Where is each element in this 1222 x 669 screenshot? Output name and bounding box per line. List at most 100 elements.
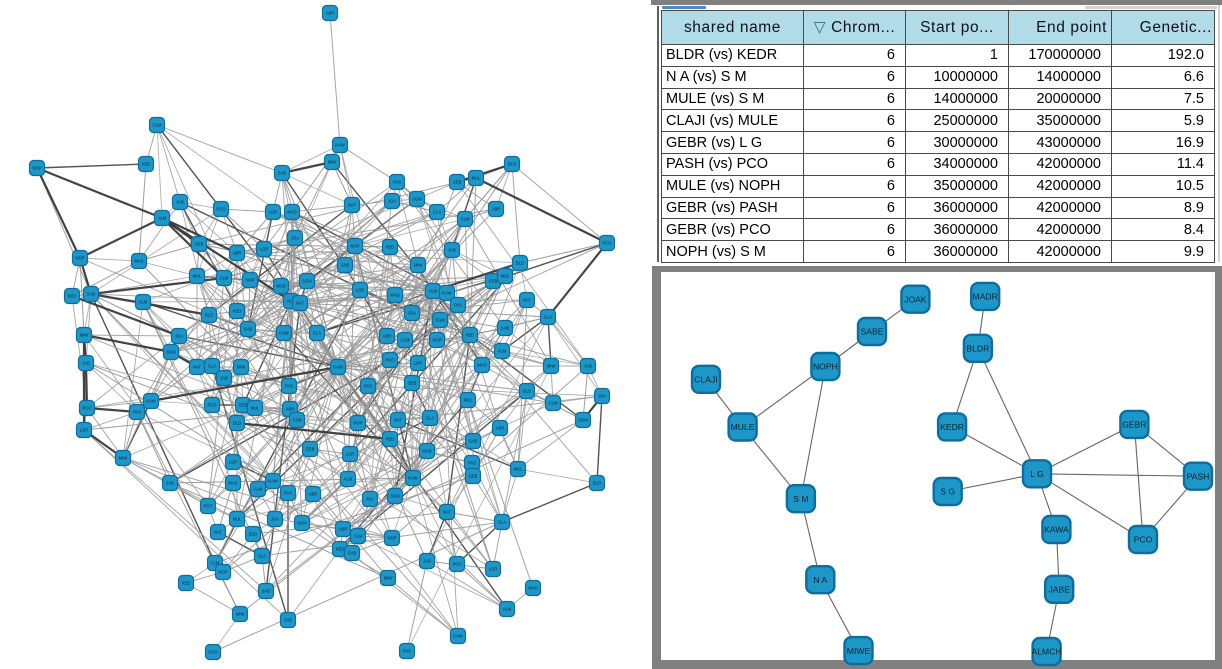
svg-text:JAB: JAB (423, 559, 431, 564)
svg-text:JAB: JAB (448, 248, 456, 253)
svg-text:SAB: SAB (87, 292, 96, 297)
svg-text:PASH: PASH (1187, 471, 1210, 481)
svg-text:BLD: BLD (249, 532, 257, 537)
svg-text:LGR: LGR (346, 452, 355, 457)
svg-text:LGR: LGR (229, 460, 238, 465)
svg-text:NOP: NOP (218, 570, 227, 575)
svg-text:MIW: MIW (328, 160, 337, 165)
svg-text:MIW: MIW (547, 364, 556, 369)
svg-text:CLA: CLA (433, 210, 441, 215)
svg-text:MAD: MAD (134, 259, 143, 264)
svg-text:ALM: ALM (503, 607, 512, 612)
svg-text:ABR: ABR (233, 251, 242, 256)
svg-text:CLM: CLM (461, 217, 470, 222)
svg-text:ABR: ABR (326, 11, 335, 16)
svg-text:JAB: JAB (584, 364, 592, 369)
svg-text:SGM: SGM (435, 318, 445, 323)
svg-text:PCO: PCO (207, 403, 217, 408)
svg-text:GEBR: GEBR (1122, 420, 1146, 430)
svg-text:JOA: JOA (175, 334, 183, 339)
svg-text:PCO: PCO (602, 241, 612, 246)
svg-text:ABR: ABR (309, 492, 318, 497)
svg-text:LGR: LGR (80, 428, 89, 433)
svg-text:SAB: SAB (348, 551, 357, 556)
svg-text:SAB: SAB (262, 589, 271, 594)
svg-text:BLD: BLD (523, 389, 531, 394)
svg-text:SGM: SGM (390, 494, 400, 499)
svg-text:JOA: JOA (271, 517, 279, 522)
svg-text:PAS: PAS (364, 384, 372, 389)
svg-text:JOA: JOA (366, 497, 374, 502)
svg-text:MAD: MAD (477, 363, 486, 368)
svg-text:CLA: CLA (208, 364, 216, 369)
svg-text:SGM: SGM (412, 197, 422, 202)
svg-text:NOP: NOP (387, 536, 396, 541)
svg-text:NAT: NAT (394, 418, 403, 423)
svg-text:SAB: SAB (501, 326, 510, 331)
svg-text:PAS: PAS (284, 491, 292, 496)
svg-text:KED: KED (142, 162, 151, 167)
svg-text:MAD: MAD (228, 481, 237, 486)
svg-text:NOPH: NOPH (813, 362, 838, 372)
svg-text:BLD: BLD (516, 261, 524, 266)
svg-text:NOP: NOP (432, 338, 441, 343)
svg-text:PCO: PCO (208, 650, 218, 655)
svg-text:NOP: NOP (353, 421, 362, 426)
svg-text:KED: KED (466, 333, 475, 338)
svg-text:ABR: ABR (286, 407, 295, 412)
svg-text:GEB: GEB (306, 447, 315, 452)
svg-text:MUL: MUL (501, 274, 511, 279)
svg-text:CLA: CLA (258, 554, 266, 559)
svg-text:KED: KED (386, 245, 395, 250)
svg-text:LGR: LGR (269, 210, 278, 215)
svg-text:JAB: JAB (166, 481, 174, 486)
svg-text:CLA: CLA (544, 315, 552, 320)
svg-text:CLM: CLM (211, 561, 220, 566)
svg-text:PCO: PCO (385, 358, 395, 363)
svg-text:MUL: MUL (193, 274, 203, 279)
svg-text:N A: N A (813, 575, 827, 585)
svg-text:GEB: GEB (239, 403, 248, 408)
svg-text:MIW: MIW (384, 576, 393, 581)
svg-text:KED: KED (182, 581, 191, 586)
svg-text:PAS: PAS (393, 180, 401, 185)
svg-text:MIWE: MIWE (847, 646, 871, 656)
svg-text:ABR: ABR (339, 527, 348, 532)
svg-text:LGR: LGR (260, 247, 269, 252)
svg-text:MAD: MAD (390, 293, 399, 298)
svg-text:BLD: BLD (233, 421, 241, 426)
svg-text:ALMCH: ALMCH (1032, 647, 1062, 657)
svg-text:NOP: NOP (32, 166, 41, 171)
svg-text:PCO: PCO (452, 562, 462, 567)
svg-text:NOP: NOP (350, 244, 359, 249)
svg-text:ALM: ALM (158, 216, 167, 221)
svg-text:SAB: SAB (341, 263, 350, 268)
svg-text:LGR: LGR (356, 288, 365, 293)
svg-text:MUL: MUL (233, 517, 243, 522)
svg-text:CLM: CLM (401, 338, 410, 343)
svg-text:NAT: NAT (214, 530, 223, 535)
svg-text:MIW: MIW (119, 456, 128, 461)
svg-text:NOP: NOP (75, 256, 84, 261)
svg-text:MUL: MUL (472, 176, 482, 181)
svg-text:MIW: MIW (236, 612, 245, 617)
svg-text:NOP: NOP (245, 278, 254, 283)
svg-text:GEB: GEB (469, 474, 478, 479)
svg-text:GEB: GEB (453, 180, 462, 185)
svg-text:MUL: MUL (251, 406, 261, 411)
svg-text:MULE: MULE (731, 422, 755, 432)
svg-text:PAS: PAS (133, 410, 141, 415)
svg-text:SGM: SGM (578, 418, 588, 423)
svg-text:ABR: ABR (492, 207, 501, 212)
svg-text:KAWA: KAWA (1044, 525, 1069, 535)
svg-text:GEB: GEB (195, 242, 204, 247)
svg-text:KAW: KAW (268, 479, 277, 484)
svg-text:BLD: BLD (205, 313, 213, 318)
svg-text:JAB: JAB (176, 200, 184, 205)
svg-text:JAB: JAB (220, 376, 228, 381)
svg-text:JAB: JAB (82, 361, 90, 366)
svg-text:MIW: MIW (237, 365, 246, 370)
svg-text:JABE: JABE (1048, 585, 1070, 595)
svg-text:KAW: KAW (442, 291, 451, 296)
svg-text:PAS: PAS (403, 649, 411, 654)
